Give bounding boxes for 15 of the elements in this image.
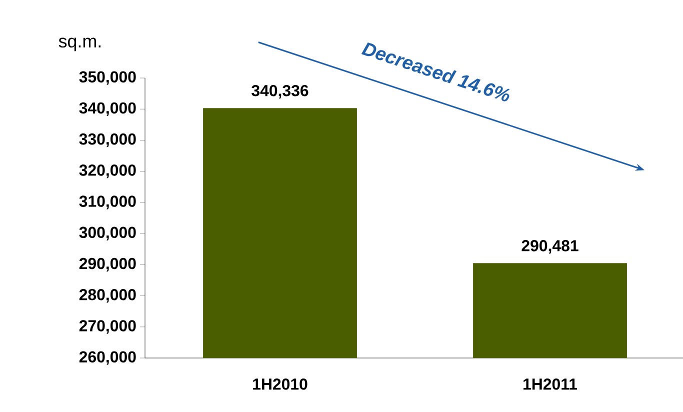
y-tick-label: 290,000 — [79, 258, 136, 272]
y-tick-label: 330,000 — [79, 133, 136, 148]
y-tick-label: 310,000 — [79, 196, 136, 210]
y-tick-label: 350,000 — [79, 71, 136, 85]
x-tick-label: 1H2010 — [253, 378, 308, 390]
data-label: 340,336 — [252, 84, 308, 99]
data-label: 290,481 — [522, 240, 578, 254]
x-tick-label: 1H2011 — [524, 378, 578, 390]
y-tick-label: 260,000 — [79, 351, 136, 365]
y-tick-label: 300,000 — [79, 226, 136, 240]
y-axis-title: sq.m. — [58, 38, 100, 52]
y-tick-label: 340,000 — [79, 102, 136, 116]
y-tick-label: 280,000 — [79, 288, 136, 303]
y-tick-label: 320,000 — [79, 164, 136, 178]
y-tick-label: 270,000 — [79, 320, 136, 334]
